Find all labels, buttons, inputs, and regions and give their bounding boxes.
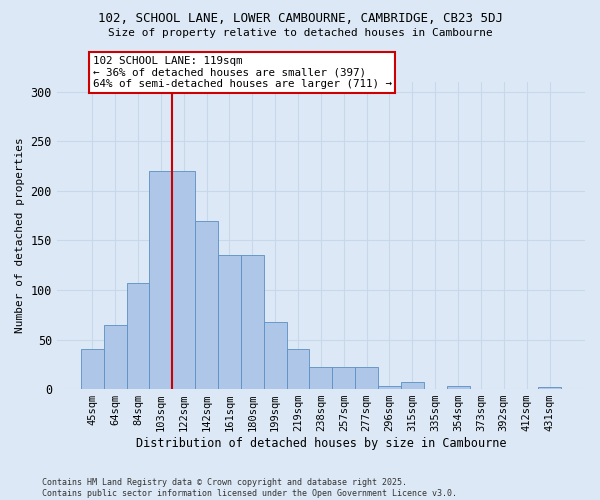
Bar [538,387,561,389]
Bar [149,171,172,389]
Bar [104,324,127,389]
Bar [401,382,424,389]
Text: Contains HM Land Registry data © Crown copyright and database right 2025.
Contai: Contains HM Land Registry data © Crown c… [42,478,457,498]
Bar [195,220,218,389]
Bar [127,283,149,389]
Text: 102, SCHOOL LANE, LOWER CAMBOURNE, CAMBRIDGE, CB23 5DJ: 102, SCHOOL LANE, LOWER CAMBOURNE, CAMBR… [97,12,503,26]
Bar [332,368,355,389]
Bar [287,350,310,389]
Bar [355,368,378,389]
Text: Size of property relative to detached houses in Cambourne: Size of property relative to detached ho… [107,28,493,38]
Text: 102 SCHOOL LANE: 119sqm
← 36% of detached houses are smaller (397)
64% of semi-d: 102 SCHOOL LANE: 119sqm ← 36% of detache… [92,56,392,89]
Y-axis label: Number of detached properties: Number of detached properties [15,138,25,334]
X-axis label: Distribution of detached houses by size in Cambourne: Distribution of detached houses by size … [136,437,506,450]
Bar [446,386,470,389]
Bar [81,350,104,389]
Bar [378,386,401,389]
Bar [172,171,195,389]
Bar [310,368,332,389]
Bar [264,322,287,389]
Bar [218,256,241,389]
Bar [241,256,264,389]
